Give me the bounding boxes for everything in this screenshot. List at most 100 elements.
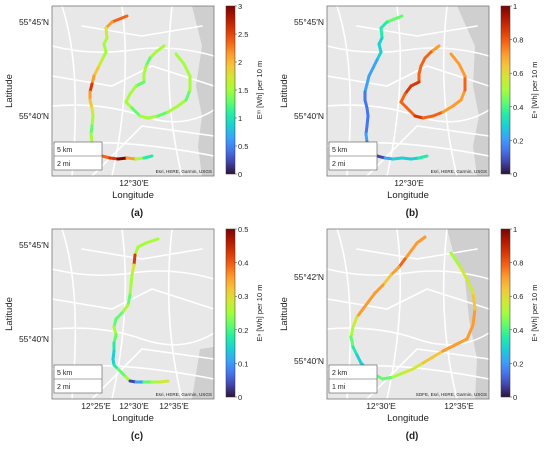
route-segment bbox=[130, 263, 136, 277]
route-segment bbox=[126, 293, 132, 307]
road bbox=[326, 65, 490, 87]
colorbar-tick-label: 1.5 bbox=[238, 86, 248, 95]
route-segment bbox=[401, 367, 415, 375]
colorbar-tick-label: 2 bbox=[238, 58, 242, 67]
road bbox=[51, 288, 215, 310]
colorbar-tick-label: 0 bbox=[238, 170, 242, 179]
route-segment bbox=[459, 88, 467, 102]
route-segment bbox=[128, 283, 133, 297]
map-figure: 5 km 2 mi Esri, HERE, Garmin, USGS 55°45′N 5… bbox=[4, 225, 264, 442]
colorbar-tick-label: 0.1 bbox=[238, 359, 248, 368]
y-tick-label: 55°42′N bbox=[294, 272, 324, 282]
route-segment bbox=[166, 104, 180, 114]
road bbox=[51, 65, 215, 87]
colorbar-tick-label: 0.6 bbox=[513, 292, 523, 301]
panel-label: (c) bbox=[131, 431, 143, 442]
route-segment bbox=[184, 88, 192, 102]
route-segment bbox=[449, 251, 461, 267]
map-attribution: Esri, HERE, Garmin, USGS bbox=[156, 392, 212, 397]
route-segment bbox=[104, 26, 109, 40]
colorbar-tick-label: 0 bbox=[238, 393, 242, 402]
route-segment bbox=[146, 114, 160, 120]
route-segment bbox=[421, 355, 435, 365]
scale-bar-imperial: 2 mi bbox=[57, 384, 71, 391]
route-segment bbox=[457, 62, 467, 78]
route-segment bbox=[417, 154, 429, 160]
route-segment bbox=[453, 337, 469, 347]
route-segment bbox=[367, 291, 377, 303]
route-segment bbox=[373, 283, 385, 295]
route-segment bbox=[451, 98, 463, 108]
route-segment bbox=[471, 307, 477, 327]
route-segment bbox=[411, 361, 425, 371]
route-segment bbox=[182, 62, 192, 78]
y-axis-label: Latitude bbox=[279, 297, 290, 331]
y-tick-label: 55°40′N bbox=[294, 111, 324, 121]
x-tick-label: 12°30′E bbox=[119, 401, 149, 411]
route-segment bbox=[120, 303, 130, 315]
route-segment bbox=[421, 114, 435, 120]
colorbar-tick-label: 2.5 bbox=[238, 30, 248, 39]
route-layer bbox=[363, 14, 467, 161]
colorbar-tick-label: 0 bbox=[513, 170, 517, 179]
y-tick-label: 55°40′N bbox=[19, 334, 49, 344]
water-area bbox=[192, 6, 214, 176]
y-tick-label: 55°40′N bbox=[19, 111, 49, 121]
route-segment bbox=[128, 84, 138, 96]
map-frame bbox=[326, 228, 490, 400]
route-layer bbox=[111, 237, 170, 384]
y-tick-label: 55°45′N bbox=[19, 240, 49, 250]
colorbar-tick-label: 1 bbox=[513, 2, 517, 11]
route-segment bbox=[176, 98, 188, 108]
x-axis-label: Longitude bbox=[112, 190, 154, 201]
x-tick-label: 12°30′E bbox=[366, 401, 396, 411]
road bbox=[91, 125, 215, 177]
route-segment bbox=[154, 44, 166, 54]
route-segment bbox=[471, 291, 477, 311]
route-segment bbox=[142, 154, 154, 160]
road bbox=[386, 5, 402, 177]
route-segment bbox=[431, 349, 445, 359]
route-segment bbox=[389, 265, 401, 277]
map-figure: 2 km 1 mi SDFE, Esri, HERE, Garmin, USGS 55… bbox=[279, 225, 539, 442]
map-attribution: Esri, HERE, Garmin, USGS bbox=[431, 169, 487, 174]
colorbar-label: Eⁿ [Wh] per 10 m bbox=[530, 62, 539, 119]
scale-bar-imperial: 2 mi bbox=[57, 161, 71, 168]
map-attribution: SDFE, Esri, HERE, Garmin, USGS bbox=[416, 392, 487, 397]
y-tick-label: 55°45′N bbox=[19, 17, 49, 27]
road bbox=[81, 248, 203, 260]
route-segment bbox=[403, 249, 413, 261]
road bbox=[356, 25, 478, 37]
route-segment bbox=[391, 371, 405, 379]
panel-c: 5 km 2 mi Esri, HERE, Garmin, USGS 55°45′N 5… bbox=[0, 223, 275, 446]
route-segment bbox=[391, 156, 404, 161]
road bbox=[167, 228, 183, 400]
route-segment bbox=[405, 106, 417, 118]
colorbar-label: Eⁿ [Wh] per 10 m bbox=[255, 285, 264, 342]
road bbox=[51, 45, 215, 57]
scale-bar-metric: 5 km bbox=[57, 147, 72, 154]
route-segment bbox=[361, 299, 371, 311]
map-area: 5 km 2 mi Esri, HERE, Garmin, USGS bbox=[51, 5, 215, 177]
colorbar bbox=[500, 228, 511, 398]
panel-b: 5 km 2 mi Esri, HERE, Garmin, USGS 55°45′N 5… bbox=[275, 0, 550, 223]
y-axis-label: Latitude bbox=[279, 74, 290, 108]
colorbar-tick-label: 1 bbox=[513, 225, 517, 234]
colorbar-tick-label: 0.6 bbox=[513, 69, 523, 78]
route-segment bbox=[379, 26, 384, 40]
y-axis-label: Latitude bbox=[4, 297, 15, 331]
route-segment bbox=[381, 273, 393, 287]
colorbar-tick-label: 0.3 bbox=[238, 292, 248, 301]
route-segment bbox=[125, 156, 138, 161]
y-tick-label: 55°40′N bbox=[294, 356, 324, 366]
route-segment bbox=[116, 156, 129, 161]
water-area bbox=[447, 229, 489, 399]
route-segment bbox=[174, 52, 186, 66]
route-segment bbox=[429, 44, 441, 54]
x-axis-label: Longitude bbox=[387, 413, 429, 424]
x-tick-label: 12°30′E bbox=[394, 178, 424, 188]
scale-bar-metric: 5 km bbox=[57, 370, 72, 377]
x-tick-label: 12°35′E bbox=[444, 401, 474, 411]
